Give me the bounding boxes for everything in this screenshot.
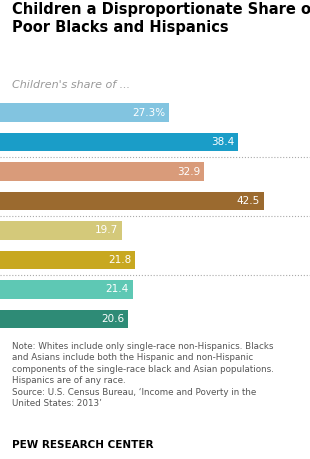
Text: Note: Whites include only single-race non-Hispanics. Blacks
and Asians include b: Note: Whites include only single-race no… bbox=[12, 342, 274, 408]
Text: 19.7: 19.7 bbox=[95, 225, 118, 235]
Text: 32.9: 32.9 bbox=[177, 167, 200, 177]
Bar bbox=[0, 133, 238, 151]
Bar bbox=[0, 280, 133, 298]
Text: Children a Disproportionate Share of
Poor Blacks and Hispanics: Children a Disproportionate Share of Poo… bbox=[12, 2, 310, 35]
Bar bbox=[0, 251, 135, 269]
Bar bbox=[0, 192, 264, 210]
Text: 38.4: 38.4 bbox=[211, 137, 234, 147]
Bar bbox=[0, 162, 204, 181]
Text: 21.8: 21.8 bbox=[108, 255, 131, 265]
Text: 27.3%: 27.3% bbox=[132, 107, 166, 118]
Text: PEW RESEARCH CENTER: PEW RESEARCH CENTER bbox=[12, 440, 154, 450]
Text: 21.4: 21.4 bbox=[106, 285, 129, 294]
Text: 42.5: 42.5 bbox=[237, 196, 260, 206]
Text: 20.6: 20.6 bbox=[101, 314, 124, 324]
Bar bbox=[0, 103, 169, 122]
Bar bbox=[0, 310, 128, 328]
Bar bbox=[0, 221, 122, 240]
Text: Children's share of ...: Children's share of ... bbox=[12, 80, 131, 90]
